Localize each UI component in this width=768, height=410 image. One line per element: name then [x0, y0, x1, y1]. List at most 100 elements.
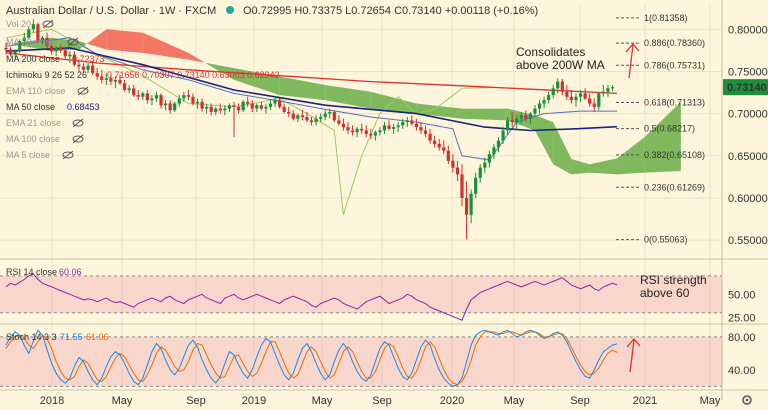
candle-body [583, 93, 587, 99]
candle-body [59, 47, 63, 51]
eye-slash-icon [67, 37, 79, 47]
candle-body [319, 117, 323, 119]
candle-body [419, 127, 423, 131]
eye-hidden-icon[interactable] [62, 151, 74, 159]
legend-item-label: MA 20 close [6, 37, 55, 47]
rsi-band [0, 275, 722, 313]
candle-body [173, 103, 177, 111]
candle-body [350, 130, 355, 133]
cloud-segment-bullish [325, 84, 371, 109]
legend-item-label: Ichimoku 9 26 52 26 [6, 70, 87, 80]
candle-body [77, 64, 81, 67]
time-tick-label: May [504, 395, 525, 407]
candle-body [22, 37, 26, 42]
candle-body [346, 127, 350, 131]
candle-body [205, 106, 209, 109]
candle-body [355, 128, 359, 133]
stoch-band [0, 336, 722, 387]
candle-body [81, 66, 86, 70]
eye-hidden-icon[interactable] [77, 87, 89, 95]
candle-body [551, 88, 555, 96]
eye-slash-icon [62, 150, 74, 160]
candle-body [287, 111, 291, 114]
candle-body [606, 88, 610, 92]
cloud-segment-bullish [571, 159, 590, 175]
gear-icon[interactable] [742, 395, 752, 405]
candle-body [209, 106, 213, 112]
candle-body [159, 95, 163, 106]
candle-body [232, 105, 236, 107]
candle-body [314, 118, 318, 123]
candle-body [8, 49, 13, 55]
candle-body [387, 125, 391, 129]
candle-body [91, 65, 95, 74]
candle-body [524, 115, 528, 119]
time-tick-label: Sep [186, 395, 206, 407]
eye-hidden-icon[interactable] [72, 135, 84, 143]
legend-item-label: EMA 110 close [6, 86, 65, 96]
candle-body [547, 95, 551, 101]
fib-level-label: 0(0.55063) [644, 235, 688, 245]
candle-body [360, 128, 364, 131]
arrow-head-icon [625, 43, 640, 53]
candle-body [132, 88, 136, 96]
cloud-segment-bullish [589, 158, 618, 175]
candle-body [223, 108, 227, 111]
candle-body [446, 150, 450, 161]
candle-body [264, 106, 268, 109]
candle-body [487, 154, 491, 163]
candle-body [259, 105, 263, 109]
candle-body [464, 197, 469, 215]
fib-level-label: 0.382(0.65108) [644, 150, 705, 160]
candle-body [218, 108, 222, 111]
legend-item-value: 0.71656 0.70307 0.73140 0.63003 0.62942 [107, 70, 280, 80]
cloud-segment-bullish [462, 108, 508, 121]
eye-hidden-icon[interactable] [67, 38, 79, 46]
candle-body [451, 160, 455, 168]
candle-body [519, 115, 523, 119]
symbol-title[interactable]: Australian Dollar / U.S. Dollar · 1W · F… [6, 5, 216, 17]
candle-body [478, 167, 482, 178]
candle-body [496, 140, 501, 148]
eye-hidden-icon[interactable] [72, 119, 84, 127]
candle-body [63, 50, 67, 57]
time-tick-label: 2018 [40, 395, 64, 407]
cloud-segment-bearish [6, 42, 12, 45]
candle-body [300, 115, 304, 118]
candle-body [592, 103, 596, 107]
candle-body [433, 140, 437, 144]
legend-item-value: 0.72373 [72, 54, 105, 64]
candle-body [36, 24, 40, 42]
candle-body [282, 106, 286, 112]
candle-body [378, 130, 382, 133]
candle-body [469, 193, 473, 215]
candle-body [332, 111, 336, 121]
candle-body [86, 65, 90, 70]
candle-body [291, 113, 295, 119]
cloud-segment-bullish [644, 101, 681, 173]
candle-body [588, 98, 592, 104]
legend-item-label: MA 5 close [6, 150, 50, 160]
candle-body [414, 123, 418, 128]
candle-body [533, 108, 537, 114]
candle-body [50, 46, 54, 52]
fib-level-label: 0.236(0.61269) [644, 182, 705, 192]
indicator-legend: Vol 20 MA 20 close MA 200 close 0.72373 Ichi… [6, 19, 280, 160]
eye-hidden-icon[interactable] [42, 20, 54, 28]
eye-slash-icon [42, 19, 54, 29]
ma200-line [5, 52, 618, 95]
fib-level-label: 0.786(0.75731) [644, 60, 705, 70]
candle-body [369, 133, 373, 136]
candle-body [460, 174, 464, 198]
candle-body [337, 120, 341, 124]
candle-body [565, 91, 569, 97]
legend-item-label: MA 200 close [6, 54, 60, 64]
cloud-segment-bullish [370, 91, 417, 114]
stoch-d-value: 61.06 [86, 332, 109, 342]
eye-slash-icon [72, 134, 84, 144]
candle-body [214, 108, 218, 112]
fib-level-label: 1(0.81358) [644, 13, 688, 23]
stoch-title: Stoch 14 3 3 [6, 332, 57, 342]
candle-body [296, 115, 300, 119]
candle-body [268, 103, 273, 107]
